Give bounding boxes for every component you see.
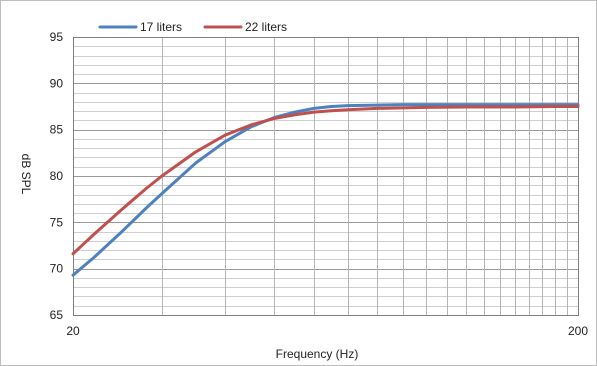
series-lines	[71, 103, 580, 277]
legend-label-2: 22 liters	[245, 20, 287, 34]
y-tick-label: 95	[50, 30, 64, 44]
series-line-2	[71, 105, 580, 256]
x-tick-label: 20	[66, 324, 80, 338]
y-tick-labels: 65 70 75 80 85 90 95	[50, 30, 64, 322]
series-line-1	[71, 103, 580, 277]
plot-area-border	[73, 37, 579, 316]
legend: 17 liters 22 liters	[98, 20, 287, 34]
x-tick-label: 200	[568, 324, 588, 338]
y-tick-label: 80	[50, 169, 64, 183]
x-axis-title: Frequency (Hz)	[276, 347, 359, 361]
y-axis-title: dB SPL	[19, 154, 33, 195]
y-tick-label: 85	[50, 123, 64, 137]
gridlines	[73, 37, 578, 315]
y-tick-label: 90	[50, 76, 64, 90]
legend-label-1: 17 liters	[140, 20, 182, 34]
y-tick-label: 70	[50, 262, 64, 276]
y-tick-label: 75	[50, 215, 64, 229]
x-tick-labels: 20 200	[66, 324, 588, 338]
y-tick-label: 65	[50, 308, 64, 322]
